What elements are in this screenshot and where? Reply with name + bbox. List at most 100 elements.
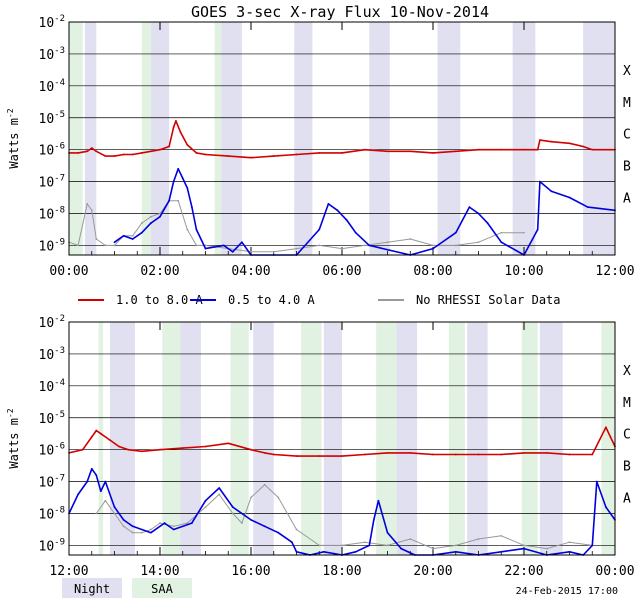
top-data-point bbox=[500, 231, 503, 234]
top-data-point bbox=[336, 209, 339, 212]
top-data-point bbox=[131, 153, 134, 156]
bottom-data-point bbox=[140, 531, 143, 534]
top-data-point bbox=[345, 218, 348, 221]
top-data-point bbox=[477, 212, 480, 215]
top-x-tick-label-6: 12:00 bbox=[595, 264, 634, 279]
bottom-night-band-5 bbox=[467, 322, 488, 555]
top-data-point bbox=[104, 155, 107, 157]
chart-title: GOES 3-sec X-ray Flux 10-Nov-2014 bbox=[191, 3, 489, 21]
top-data-point bbox=[186, 143, 189, 146]
top-data-point bbox=[168, 145, 171, 148]
bottom-data-point bbox=[104, 480, 107, 483]
bottom-data-point bbox=[204, 445, 207, 448]
bottom-data-point bbox=[341, 544, 343, 547]
top-data-point bbox=[432, 151, 434, 154]
night-legend-box bbox=[62, 578, 122, 598]
bottom-x-tick-label-1: 14:00 bbox=[140, 564, 179, 579]
bottom-x-tick-label-0: 12:00 bbox=[49, 564, 88, 579]
bottom-data-point bbox=[377, 499, 380, 502]
top-data-point bbox=[90, 209, 93, 212]
top-data-point bbox=[363, 244, 366, 247]
top-data-point bbox=[150, 215, 152, 218]
bottom-x-tick-label-2: 16:00 bbox=[231, 564, 270, 579]
bottom-data-point bbox=[241, 522, 243, 524]
top-data-point bbox=[77, 151, 79, 154]
top-data-point bbox=[122, 234, 125, 237]
top-data-point bbox=[409, 150, 412, 153]
top-data-point bbox=[318, 151, 321, 154]
top-data-point bbox=[181, 177, 184, 180]
top-data-point bbox=[295, 247, 298, 250]
top-data-point bbox=[536, 148, 539, 151]
top-data-point bbox=[368, 244, 371, 247]
top-data-point bbox=[354, 231, 357, 234]
top-data-point bbox=[272, 155, 275, 157]
bottom-data-point bbox=[263, 483, 266, 486]
bottom-data-point bbox=[523, 544, 525, 547]
top-data-point bbox=[140, 231, 143, 234]
bottom-data-point bbox=[477, 538, 480, 540]
bottom-data-point bbox=[545, 547, 548, 550]
top-night-band-0 bbox=[84, 22, 97, 255]
top-night-band-6 bbox=[512, 22, 536, 255]
top-x-tick-label-1: 02:00 bbox=[140, 264, 179, 279]
bottom-y-tick-label-7: 10-9 bbox=[39, 537, 66, 554]
bottom-saa-band-2 bbox=[230, 322, 249, 555]
top-data-point bbox=[363, 148, 366, 151]
top-class-label-A: A bbox=[623, 192, 631, 207]
bottom-data-point bbox=[591, 544, 594, 547]
top-y-tick-label-6: 10-8 bbox=[39, 206, 66, 223]
top-y-tick-label-4: 10-6 bbox=[39, 142, 66, 159]
top-data-point bbox=[195, 228, 198, 231]
top-data-point bbox=[177, 167, 180, 170]
bottom-data-point bbox=[591, 453, 594, 456]
bottom-data-point bbox=[90, 436, 93, 438]
bottom-night-band-2 bbox=[253, 322, 274, 555]
bottom-class-label-B: B bbox=[623, 460, 631, 475]
bottom-data-point bbox=[477, 453, 480, 456]
bottom-data-point bbox=[363, 453, 366, 456]
top-series-short bbox=[114, 168, 616, 256]
top-data-point bbox=[204, 153, 207, 156]
top-y-tick-label-5: 10-7 bbox=[39, 174, 66, 191]
top-data-point bbox=[131, 234, 134, 237]
bottom-data-point bbox=[118, 445, 120, 448]
top-x-tick-label-4: 08:00 bbox=[413, 264, 452, 279]
bottom-data-point bbox=[386, 531, 389, 534]
top-data-point bbox=[250, 250, 252, 253]
top-data-point bbox=[454, 231, 457, 234]
bottom-data-point bbox=[218, 487, 221, 489]
bottom-data-point bbox=[231, 506, 234, 509]
bottom-data-point bbox=[568, 550, 571, 553]
top-data-point bbox=[454, 244, 457, 247]
top-class-label-M: M bbox=[623, 96, 631, 111]
bottom-data-point bbox=[523, 451, 525, 454]
top-data-point bbox=[468, 206, 471, 209]
bottom-data-point bbox=[104, 499, 107, 502]
saa-legend-label: SAA bbox=[151, 582, 173, 596]
top-x-tick-label-5: 10:00 bbox=[504, 264, 543, 279]
bottom-data-point bbox=[231, 512, 234, 515]
bottom-data-point bbox=[272, 453, 275, 456]
top-data-point bbox=[159, 148, 161, 151]
bottom-data-point bbox=[140, 450, 143, 453]
bottom-data-point bbox=[181, 447, 184, 449]
top-data-point bbox=[582, 145, 585, 148]
top-night-band-2 bbox=[221, 22, 242, 255]
top-data-point bbox=[341, 151, 343, 154]
bottom-data-point bbox=[295, 455, 298, 457]
bottom-data-point bbox=[204, 499, 207, 502]
top-data-point bbox=[341, 247, 343, 250]
top-saa-band-0 bbox=[69, 22, 83, 255]
bottom-saa-band-7 bbox=[601, 322, 615, 555]
bottom-data-point bbox=[409, 451, 412, 454]
bottom-data-point bbox=[131, 531, 134, 534]
bottom-data-point bbox=[95, 512, 98, 515]
top-night-band-1 bbox=[150, 22, 170, 255]
bottom-data-point bbox=[605, 426, 607, 429]
top-data-point bbox=[550, 190, 553, 193]
top-data-point bbox=[318, 244, 321, 247]
bottom-data-point bbox=[86, 480, 89, 483]
top-data-point bbox=[550, 140, 553, 143]
bottom-data-point bbox=[454, 453, 457, 456]
